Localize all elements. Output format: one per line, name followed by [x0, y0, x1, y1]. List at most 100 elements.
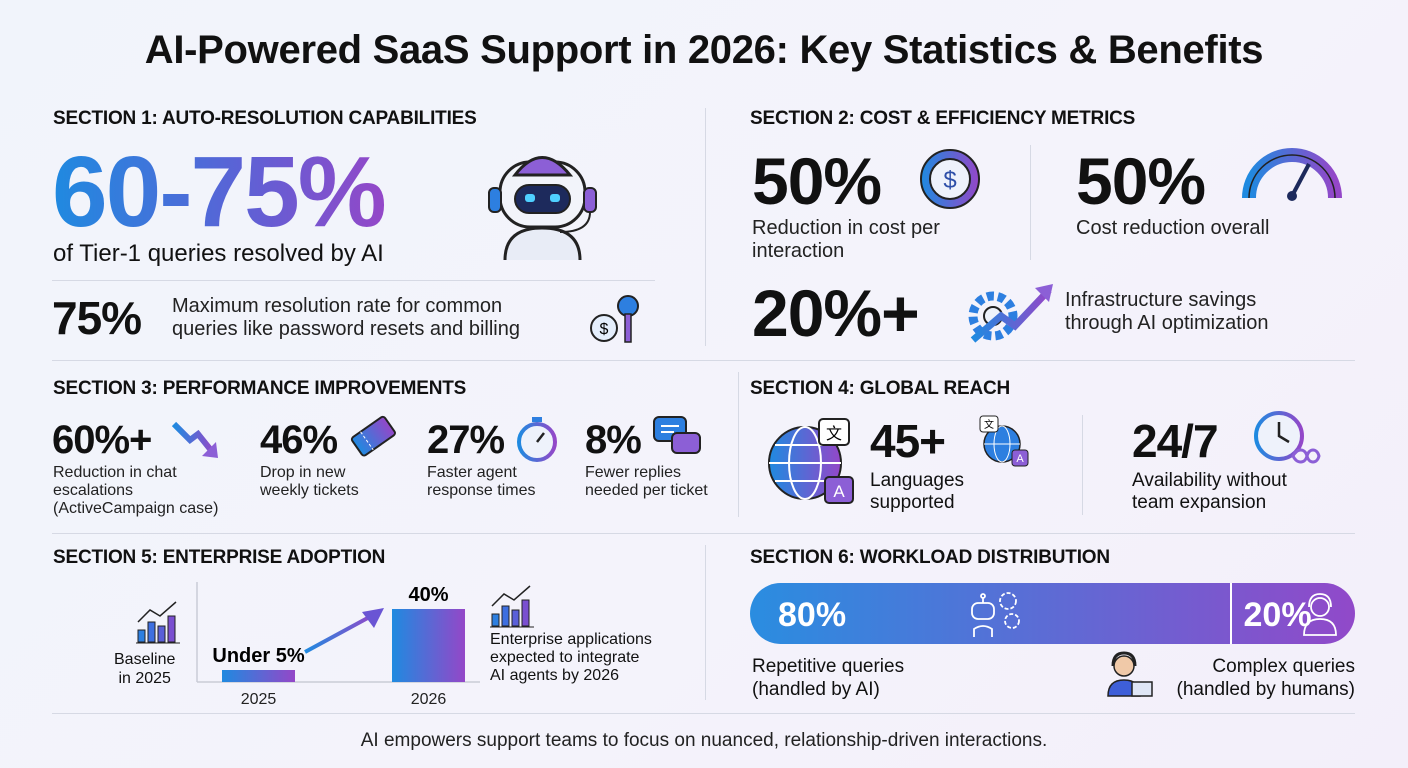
ai-share-desc: Repetitive queries (handled by AI)	[752, 655, 904, 701]
agent-headset-icon	[1303, 593, 1337, 636]
desc-line: Availability without	[1132, 470, 1287, 491]
desc-line: Reduction in chat	[53, 464, 177, 481]
growth-arrow-head	[362, 608, 384, 628]
desc-line: Repetitive queries	[752, 656, 905, 677]
desc-line: weekly tickets	[260, 482, 359, 499]
auto-resolution-desc: of Tier-1 queries resolved by AI	[53, 240, 384, 267]
ai-share-label: 80%	[778, 596, 847, 634]
divider	[52, 360, 1355, 361]
desc-line: Drop in new	[260, 464, 346, 481]
desc-line: through AI optimization	[1065, 312, 1269, 334]
gauge-icon	[1242, 148, 1342, 201]
divider	[738, 372, 739, 517]
agent-laptop-icon	[1107, 651, 1153, 697]
human-share-desc: Complex queries (handled by humans)	[1177, 655, 1356, 701]
replies-stat: 8%	[585, 418, 642, 462]
desc-line: interaction	[752, 240, 845, 262]
bar-chart-trend-icon	[490, 585, 534, 628]
desc-line: AI agents by 2026	[490, 667, 619, 684]
max-resolution-stat: 75%	[52, 292, 142, 344]
bar-chart-trend-icon	[136, 601, 180, 644]
page-title: AI-Powered SaaS Support in 2026: Key Sta…	[144, 28, 1264, 72]
clock-infinity-icon	[1254, 411, 1321, 464]
auto-resolution-stat: 60-75%	[52, 136, 387, 248]
data-label: Under 5%	[212, 645, 304, 667]
availability-stat: 24/7	[1132, 415, 1219, 467]
svg-text:$: $	[943, 167, 956, 194]
desc-line: in 2025	[118, 670, 171, 687]
desc-line: Fewer replies	[585, 464, 682, 481]
svg-text:A: A	[833, 482, 845, 501]
divider	[1030, 145, 1031, 260]
data-label: 40%	[408, 584, 448, 606]
section-6-heading: SECTION 6: WORKLOAD DISTRIBUTION	[750, 547, 1110, 568]
availability-desc: Availability without team expansion	[1132, 470, 1287, 514]
human-share-label: 20%	[1243, 596, 1312, 634]
desc-line: Enterprise applications	[490, 631, 652, 648]
desc-line: escalations	[53, 482, 134, 499]
infrastructure-savings-stat: 20%+	[752, 276, 920, 350]
tickets-stat: 46%	[260, 418, 338, 462]
baseline-desc: Baseline in 2025	[114, 650, 175, 688]
desc-line: response times	[427, 482, 536, 499]
svg-text:文: 文	[984, 418, 994, 431]
section-3-heading: SECTION 3: PERFORMANCE IMPROVEMENTS	[53, 378, 467, 399]
svg-text:文: 文	[826, 424, 842, 443]
infrastructure-savings-desc: Infrastructure savings through AI optimiz…	[1065, 289, 1268, 335]
section-1-heading: SECTION 1: AUTO-RESOLUTION CAPABILITIES	[53, 108, 477, 129]
desc-line: Infrastructure savings	[1065, 289, 1257, 311]
desc-line: Complex queries	[1212, 656, 1355, 677]
svg-text:$: $	[600, 321, 609, 338]
response-time-desc: Faster agent response times	[427, 464, 536, 500]
desc-line: (ActiveCampaign case)	[53, 500, 219, 517]
divider	[705, 108, 706, 346]
overall-cost-stat: 50%	[1076, 144, 1206, 218]
category-label: 2025	[241, 691, 277, 708]
bar-2026	[392, 609, 465, 682]
robot-gears-icon	[971, 592, 1020, 637]
workload-bar: 80% 20%	[750, 583, 1355, 644]
tickets-desc: Drop in new weekly tickets	[260, 464, 359, 500]
desc-line: needed per ticket	[585, 482, 708, 499]
desc-line: (handled by AI)	[752, 679, 880, 700]
desc-line: queries like password resets and billing	[172, 318, 520, 340]
desc-line: team expansion	[1132, 492, 1267, 513]
stopwatch-icon	[517, 417, 557, 462]
cost-per-interaction-desc: Reduction in cost per interaction	[752, 217, 940, 263]
divider	[52, 533, 1355, 534]
dollar-coin-icon: $	[920, 149, 980, 209]
divider	[52, 280, 655, 281]
desc-line: Baseline	[114, 651, 176, 668]
max-resolution-desc: Maximum resolution rate for common querie…	[172, 295, 520, 341]
footer-note: AI empowers support teams to focus on nu…	[360, 730, 1048, 751]
languages-stat: 45+	[870, 415, 946, 467]
desc-line: (handled by humans)	[1176, 679, 1356, 700]
divider	[705, 545, 706, 700]
divider	[52, 713, 1355, 714]
response-time-stat: 27%	[427, 418, 505, 462]
gear-trend-icon	[968, 284, 1053, 343]
down-trend-icon	[171, 421, 218, 458]
escalation-stat: 60%+	[52, 418, 152, 462]
desc-line: Maximum resolution rate for common	[172, 295, 503, 317]
overall-cost-desc: Cost reduction overall	[1076, 217, 1270, 239]
svg-text:A: A	[1016, 453, 1024, 465]
desc-line: expected to integrate	[490, 649, 640, 666]
growth-arrow	[304, 612, 376, 654]
section-2-heading: SECTION 2: COST & EFFICIENCY METRICS	[750, 108, 1136, 129]
desc-line: supported	[870, 492, 955, 513]
ticket-icon	[350, 415, 396, 457]
section-5-heading: SECTION 5: ENTERPRISE ADOPTION	[53, 547, 386, 568]
adoption-bar-chart: Under 5% 2025 40% 2026	[196, 582, 480, 708]
bar-2025	[222, 670, 295, 682]
dollar-key-icon: $	[590, 295, 639, 343]
section-4-heading: SECTION 4: GLOBAL REACH	[750, 378, 1011, 399]
desc-line: Faster agent	[427, 464, 517, 481]
languages-desc: Languages supported	[870, 470, 964, 514]
enterprise-desc: Enterprise applications expected to integ…	[490, 631, 652, 685]
replies-desc: Fewer replies needed per ticket	[585, 464, 708, 500]
desc-line: Languages	[870, 470, 965, 491]
enterprise-chart-icon	[490, 585, 536, 631]
escalation-desc: Reduction in chat escalations (ActiveCampa…	[53, 464, 218, 518]
robot-headset-icon	[488, 156, 597, 261]
